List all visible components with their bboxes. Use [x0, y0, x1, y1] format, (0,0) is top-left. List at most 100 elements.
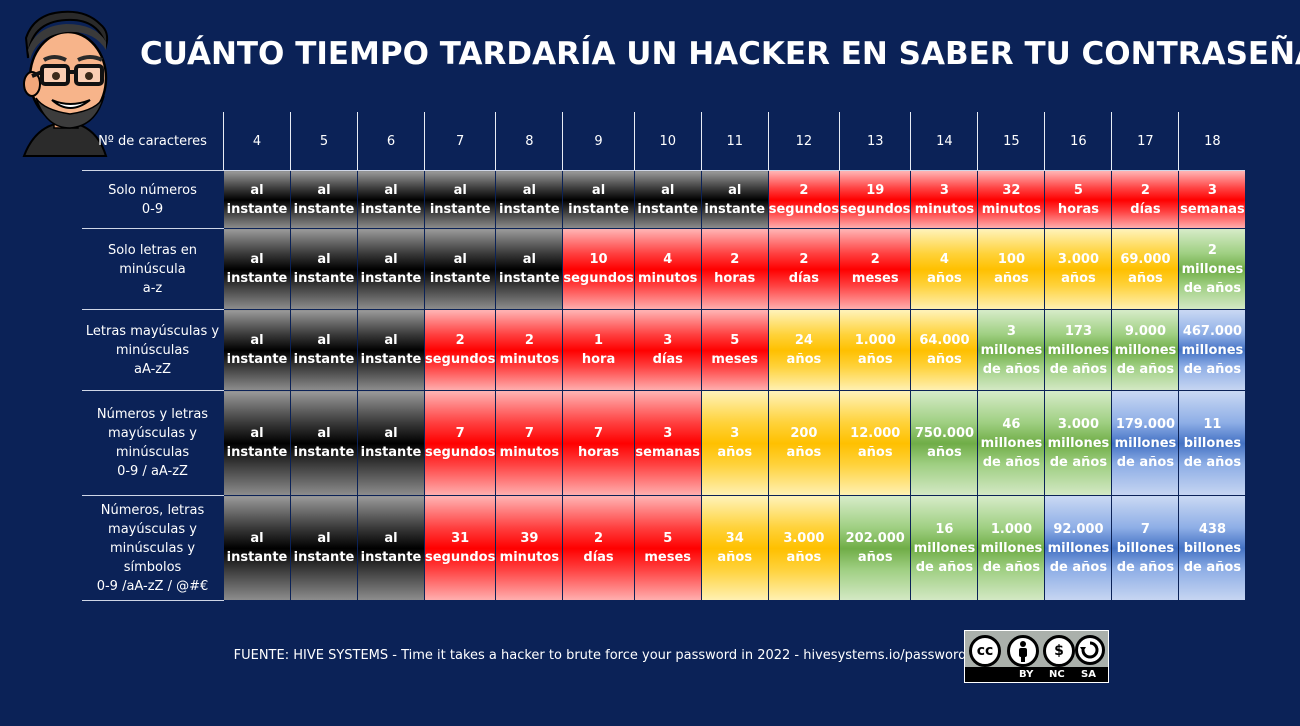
time-cell-line: 7	[524, 426, 534, 441]
time-cell-line: al	[317, 252, 331, 267]
time-cell-line: 2	[799, 252, 809, 267]
sa-share-icon	[1075, 635, 1105, 665]
time-cell: 92.000 millones de años	[1044, 495, 1112, 601]
time-cell-line: billones	[1183, 435, 1242, 451]
time-cell-line: instante	[360, 550, 422, 565]
row-label-line: minúsculas	[115, 445, 190, 460]
time-cell-line: al	[384, 531, 398, 546]
time-cell: 19 segundos	[839, 170, 911, 229]
time-cell: 1.000 años	[839, 309, 911, 391]
time-cell-line: días	[1130, 201, 1161, 217]
time-cell-line: 1.000	[854, 333, 896, 348]
time-cell: al instante	[495, 228, 563, 310]
time-cell: 467.000 millones de años	[1178, 309, 1246, 391]
time-cell-line: 3.000	[1057, 252, 1099, 267]
time-cell-line: de años	[1049, 559, 1108, 575]
time-cell: 200 años	[767, 390, 840, 496]
license-label-by: BY	[1019, 669, 1034, 680]
time-cell-line: al	[384, 333, 398, 348]
time-cell-line: años	[717, 550, 753, 565]
time-cell-line: instante	[360, 201, 422, 217]
time-cell-line: al	[250, 531, 264, 546]
time-cell-line: de años	[915, 559, 974, 575]
time-cell-line: millones	[913, 540, 976, 556]
time-cell-line: 4	[663, 252, 673, 267]
time-cell: 4 años	[910, 228, 978, 310]
time-cell: al instante	[423, 228, 496, 310]
time-cell-line: años	[994, 271, 1029, 286]
time-cell-line: segundos	[840, 201, 911, 217]
time-cell: 16 millones de años	[910, 495, 978, 601]
time-cell-line: 3.000	[783, 531, 825, 546]
nc-dollar-icon: $	[1043, 635, 1075, 667]
time-cell: al instante	[562, 170, 635, 229]
time-cell: al instante	[223, 309, 291, 391]
time-cell-line: millones	[1181, 261, 1244, 277]
time-cell-line: al	[250, 333, 264, 348]
time-cell-line: de años	[1183, 454, 1242, 470]
time-cell: 7 minutos	[495, 390, 563, 496]
time-cell-line: al	[384, 252, 398, 267]
time-cell: 39 minutos	[495, 495, 563, 601]
time-cell: 2 días	[767, 228, 840, 310]
time-cell: 1 hora	[562, 309, 635, 391]
time-cell-line: millones	[1047, 540, 1110, 556]
row-label: Números y letras mayúsculas y minúsculas 0-…	[82, 390, 224, 496]
time-cell-line: instante	[360, 352, 422, 367]
time-cell-line: millones	[980, 435, 1043, 451]
time-cell-line: años	[857, 352, 893, 367]
row-label-line: 0-9 / aA-zZ	[117, 464, 188, 479]
row-label-line: minúsculas y símbolos	[109, 540, 196, 575]
time-cell-line: 5	[663, 531, 673, 546]
page-title: CUÁNTO TIEMPO TARDARÍA UN HACKER EN SABE…	[140, 36, 1300, 72]
column-header: 18	[1178, 112, 1246, 171]
time-cell: 3.000 años	[767, 495, 840, 601]
time-cell-line: hora	[581, 352, 616, 367]
time-cell-line: 3.000	[1057, 416, 1099, 432]
time-cell-line: 467.000	[1182, 323, 1243, 339]
time-cell: 173 millones de años	[1044, 309, 1112, 391]
time-cell-line: instante	[293, 550, 355, 565]
table-row: Letras mayúsculas y minúsculas aA-zZ al inst…	[82, 309, 1246, 391]
time-cell: al instante	[357, 228, 425, 310]
time-cell-line: millones	[980, 342, 1043, 358]
time-cell: 100 años	[977, 228, 1045, 310]
time-cell-line: 750.000	[914, 426, 975, 441]
time-cell-line: 3	[939, 182, 949, 198]
time-cell: 2 segundos	[767, 170, 840, 229]
row-label: Números, letras mayúsculas y minúsculas y …	[82, 495, 224, 601]
time-cell-line: instante	[226, 352, 288, 367]
time-cell-line: días	[788, 271, 820, 286]
time-cell-line: instante	[293, 201, 355, 217]
time-cell-line: meses	[711, 352, 759, 367]
time-cell-line: al	[591, 182, 606, 198]
time-cell-line: instante	[226, 271, 288, 286]
table-row: Solo números 0-9 al instante al instante al ins…	[82, 170, 1246, 229]
column-header: 12	[767, 112, 840, 171]
time-cell: 5 horas	[1044, 170, 1112, 229]
table-row: Solo letras en minúscula a-z al instante al in…	[82, 228, 1246, 310]
header-label: Nº de caracteres	[82, 112, 224, 171]
time-cell-line: 46	[1002, 416, 1021, 432]
time-cell: al instante	[290, 228, 358, 310]
time-cell-line: de años	[1049, 454, 1108, 470]
time-cell-line: de años	[982, 559, 1041, 575]
time-cell-line: instante	[498, 271, 560, 286]
time-cell-line: millones	[1181, 342, 1244, 358]
time-cell-line: millones	[1114, 342, 1177, 358]
time-cell-line: 2	[870, 252, 880, 267]
time-cell-line: instante	[498, 201, 560, 217]
license-label-sa: SA	[1081, 669, 1096, 680]
time-cell-line: instante	[226, 550, 288, 565]
time-cell: 7 billones de años	[1111, 495, 1179, 601]
column-header: 16	[1044, 112, 1112, 171]
column-header: 7	[423, 112, 496, 171]
time-cell-line: de años	[1116, 454, 1175, 470]
time-cell-line: minutos	[914, 201, 975, 217]
time-cell-line: 9.000	[1124, 323, 1166, 339]
time-cell-line: instante	[568, 201, 629, 217]
time-cell: 2 horas	[700, 228, 769, 310]
time-cell-line: al	[317, 426, 331, 441]
time-cell-line: años	[927, 352, 962, 367]
time-cell-line: de años	[1116, 361, 1175, 377]
